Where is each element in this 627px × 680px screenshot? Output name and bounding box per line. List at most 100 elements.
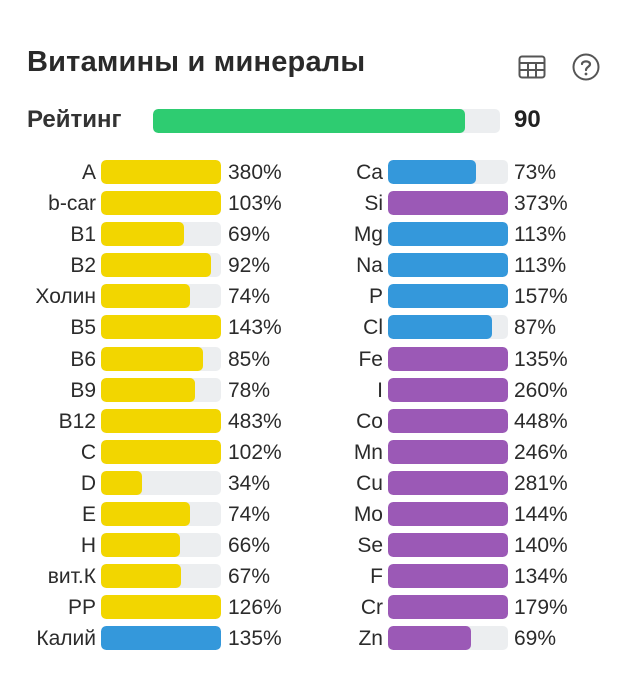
nutrient-name: I [377, 378, 383, 402]
nutrient-name: Cu [356, 471, 383, 495]
nutrient-row: PP 126% [0, 593, 300, 624]
nutrient-row: B2 92% [0, 251, 300, 282]
nutrient-name: B2 [70, 254, 96, 278]
nutrient-name: F [370, 565, 383, 589]
nutrient-bar-track [101, 439, 221, 464]
nutrient-bar-fill [388, 160, 476, 184]
nutrient-percent: 103% [228, 192, 282, 216]
help-icon[interactable] [571, 52, 601, 82]
nutrient-bar-track [388, 502, 508, 527]
nutrient-row: Холин 74% [0, 282, 300, 313]
nutrient-row: H 66% [0, 531, 300, 562]
nutrient-row: вит.К 67% [0, 562, 300, 593]
nutrient-percent: 113% [514, 223, 567, 247]
nutrient-row: Zn 69% [320, 624, 620, 655]
nutrient-percent: 281% [514, 471, 568, 495]
nutrient-bar-track [388, 408, 508, 433]
nutrient-percent: 135% [228, 627, 282, 651]
nutrient-bar-track [101, 470, 221, 495]
nutrient-row: Si 373% [320, 189, 620, 220]
rating-label: Рейтинг [27, 106, 122, 133]
nutrient-percent: 113% [514, 254, 567, 278]
help-icon-graphic [572, 53, 600, 81]
nutrient-percent: 135% [514, 347, 568, 371]
nutrient-name: Cl [363, 316, 383, 340]
nutrient-bar-fill [101, 160, 221, 184]
nutrient-bar-track [101, 626, 221, 651]
nutrient-percent: 67% [228, 565, 271, 589]
nutrient-row: E 74% [0, 500, 300, 531]
nutrient-row: Na 113% [320, 251, 620, 282]
nutrient-bar-fill [101, 564, 182, 589]
nutrient-name: Калий [36, 627, 96, 651]
nutrient-bar-track [101, 253, 221, 278]
nutrient-bar-track [101, 191, 221, 216]
nutrient-name: Cr [360, 596, 383, 620]
nutrient-name: Se [357, 534, 383, 558]
nutrient-bar-fill [101, 284, 190, 309]
nutrient-percent: 34% [228, 471, 271, 495]
nutrient-row: Se 140% [320, 531, 620, 562]
table-icon-graphic [518, 55, 546, 79]
nutrient-row: Mn 246% [320, 438, 620, 469]
nutrient-percent: 134% [514, 565, 568, 589]
nutrient-bar-fill [388, 253, 508, 278]
nutrient-row: Cr 179% [320, 593, 620, 624]
nutrient-bar-track [388, 439, 508, 464]
nutrient-bar-fill [388, 222, 508, 247]
nutrient-bar-fill [101, 191, 221, 216]
nutrient-name: P [368, 285, 383, 309]
nutrient-name: Fe [358, 347, 383, 371]
nutrient-percent: 260% [514, 378, 568, 402]
nutrient-bar-fill [101, 315, 221, 340]
nutrient-percent: 78% [228, 378, 271, 402]
nutrient-name: Si [364, 192, 383, 216]
nutrient-bar-fill [388, 315, 493, 340]
nutrient-row: B6 85% [0, 345, 300, 376]
nutrient-percent: 380% [228, 161, 282, 184]
nutrient-bar-fill [388, 439, 508, 464]
nutrient-row: B9 78% [0, 376, 300, 407]
nutrient-bar-fill [101, 222, 184, 247]
nutrient-name: A [81, 161, 96, 184]
nutrient-bar-fill [101, 626, 221, 651]
nutrient-bar-fill [388, 502, 508, 527]
rating-bar-fill [153, 109, 466, 133]
table-icon[interactable] [517, 52, 547, 82]
nutrient-bar-track [388, 253, 508, 278]
nutrient-row: Mo 144% [320, 500, 620, 531]
nutrient-row: I 260% [320, 376, 620, 407]
nutrient-bar-track [101, 284, 221, 309]
nutrient-row: F 134% [320, 562, 620, 593]
nutrient-bar-track [101, 160, 221, 184]
nutrient-percent: 140% [514, 534, 568, 558]
nutrient-bar-track [388, 470, 508, 495]
nutrient-bar-fill [388, 377, 508, 402]
nutrient-name: B12 [58, 409, 96, 433]
nutrient-percent: 179% [514, 596, 568, 620]
nutrient-bar-track [388, 160, 508, 184]
nutrient-bar-track [388, 315, 508, 340]
nutrient-bar-fill [101, 346, 203, 371]
nutrient-percent: 157% [514, 285, 568, 309]
nutrient-row: C 102% [0, 438, 300, 469]
nutrient-percent: 144% [514, 503, 568, 527]
nutrient-row: B1 69% [0, 220, 300, 251]
nutrient-bar-track [101, 377, 221, 402]
nutrient-bar-track [101, 564, 221, 589]
nutrient-row: A 380% [0, 158, 300, 189]
nutrient-bar-fill [388, 595, 508, 620]
nutrient-bar-fill [101, 408, 221, 433]
nutrient-percent: 246% [514, 440, 568, 464]
nutrient-name: Zn [358, 627, 383, 651]
nutrient-name: B9 [70, 378, 96, 402]
nutrient-name: Ca [356, 161, 383, 184]
nutrient-row: b-car 103% [0, 189, 300, 220]
nutrient-name: Co [356, 409, 383, 433]
nutrient-percent: 126% [228, 596, 282, 620]
nutrient-bar-fill [388, 346, 508, 371]
nutrient-bar-fill [388, 564, 508, 589]
nutrient-name: B6 [70, 347, 96, 371]
nutrient-bar-track [388, 191, 508, 216]
nutrient-bar-track [101, 408, 221, 433]
